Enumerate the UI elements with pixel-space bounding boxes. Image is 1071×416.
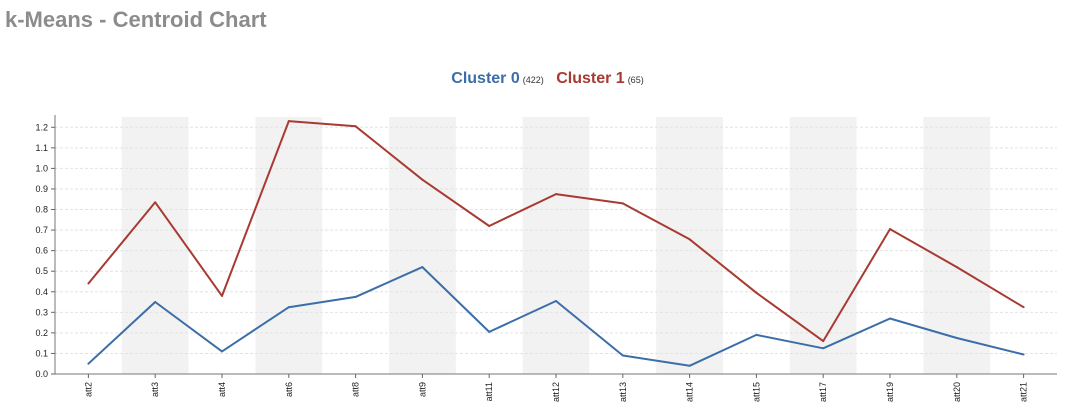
x-tick-label: att12	[551, 382, 561, 402]
y-axis-ticks: 0.0 0.1 0.2 0.3 0.4 0.5 0.6 0.7 0.8 0.9 1.0 1.1 1.2	[35, 122, 55, 379]
series-point-cluster-0	[621, 354, 624, 357]
category-bands	[121, 117, 991, 374]
series-point-cluster-0	[955, 337, 958, 340]
legend-item-cluster-1[interactable]: Cluster 1 (65)	[556, 70, 643, 88]
series-point-cluster-0	[555, 300, 557, 303]
series-point-cluster-1	[555, 193, 557, 196]
series-point-cluster-1	[889, 228, 891, 231]
x-tick-label: att4	[217, 382, 227, 397]
category-band	[789, 117, 857, 374]
y-tick-label: 0.5	[35, 266, 48, 276]
category-band	[522, 117, 590, 374]
page-title: k-Means - Centroid Chart	[5, 7, 267, 32]
y-tick-label: 0.9	[35, 184, 48, 194]
x-tick-label: att17	[818, 382, 828, 402]
grid-lines	[55, 126, 1057, 375]
x-tick-label: att14	[685, 382, 695, 402]
x-tick-label: att20	[952, 382, 962, 402]
series-point-cluster-0	[822, 347, 825, 350]
series-point-cluster-0	[421, 266, 424, 269]
y-tick-label: 0.3	[35, 307, 48, 317]
series-point-cluster-0	[287, 306, 290, 309]
series-point-cluster-1	[421, 178, 424, 181]
series-point-cluster-0	[1022, 353, 1025, 356]
x-tick-label: att2	[83, 382, 93, 397]
series-point-cluster-1	[955, 266, 958, 269]
series-point-cluster-0	[154, 301, 157, 304]
series-point-cluster-1	[688, 238, 691, 241]
series-point-cluster-0	[688, 364, 691, 367]
y-tick-label: 0.6	[35, 246, 48, 256]
series-point-cluster-1	[87, 282, 90, 285]
category-band	[656, 117, 723, 374]
series-point-cluster-0	[889, 317, 891, 320]
legend-series-count: (422)	[522, 75, 544, 85]
category-band	[121, 117, 189, 374]
series-lines	[87, 120, 1025, 367]
y-tick-label: 0.2	[35, 328, 48, 338]
x-tick-label: att15	[751, 382, 761, 402]
legend-series-count: (65)	[627, 75, 644, 85]
series-point-cluster-0	[488, 330, 491, 333]
series-point-cluster-1	[1022, 306, 1025, 309]
x-tick-label: att3	[150, 382, 160, 397]
category-band	[923, 117, 991, 374]
y-tick-label: 1.1	[35, 143, 48, 153]
x-tick-label: att13	[618, 382, 628, 402]
series-point-cluster-0	[221, 350, 223, 353]
y-tick-label: 0.1	[35, 348, 48, 358]
series-point-cluster-0	[755, 333, 758, 336]
category-band	[255, 117, 323, 374]
y-tick-label: 1.0	[35, 163, 48, 173]
series-point-cluster-1	[621, 202, 624, 205]
x-tick-label: att6	[284, 382, 294, 397]
series-point-cluster-1	[354, 125, 357, 128]
series-point-cluster-1	[822, 340, 825, 343]
category-band	[389, 117, 456, 374]
legend-item-cluster-0[interactable]: Cluster 0 (422)	[451, 70, 543, 88]
x-tick-label: att19	[885, 382, 895, 402]
legend-series-name: Cluster 0	[451, 70, 520, 87]
series-point-cluster-1	[154, 201, 157, 204]
series-point-cluster-1	[755, 291, 758, 294]
series-point-cluster-1	[488, 224, 491, 227]
series-point-cluster-0	[354, 295, 357, 298]
y-tick-label: 0.4	[35, 287, 48, 297]
x-tick-label: att11	[484, 382, 494, 401]
series-point-cluster-0	[87, 362, 90, 365]
x-axis-ticks: att2 att3 att4 att6 att8 att9 att11 att12 att13 a…	[83, 374, 1029, 402]
x-tick-label: att8	[351, 382, 361, 397]
y-tick-label: 1.2	[35, 122, 48, 132]
series-point-cluster-1	[221, 294, 223, 297]
y-tick-label: 0.0	[35, 369, 48, 379]
series-point-cluster-1	[287, 120, 290, 123]
y-tick-label: 0.7	[35, 225, 48, 235]
x-tick-label: att21	[1019, 382, 1029, 402]
y-tick-label: 0.8	[35, 205, 48, 215]
legend-series-name: Cluster 1	[556, 70, 625, 87]
x-tick-label: att9	[417, 382, 427, 397]
chart-legend: Cluster 0 (422) Cluster 1 (65)	[0, 70, 1071, 88]
